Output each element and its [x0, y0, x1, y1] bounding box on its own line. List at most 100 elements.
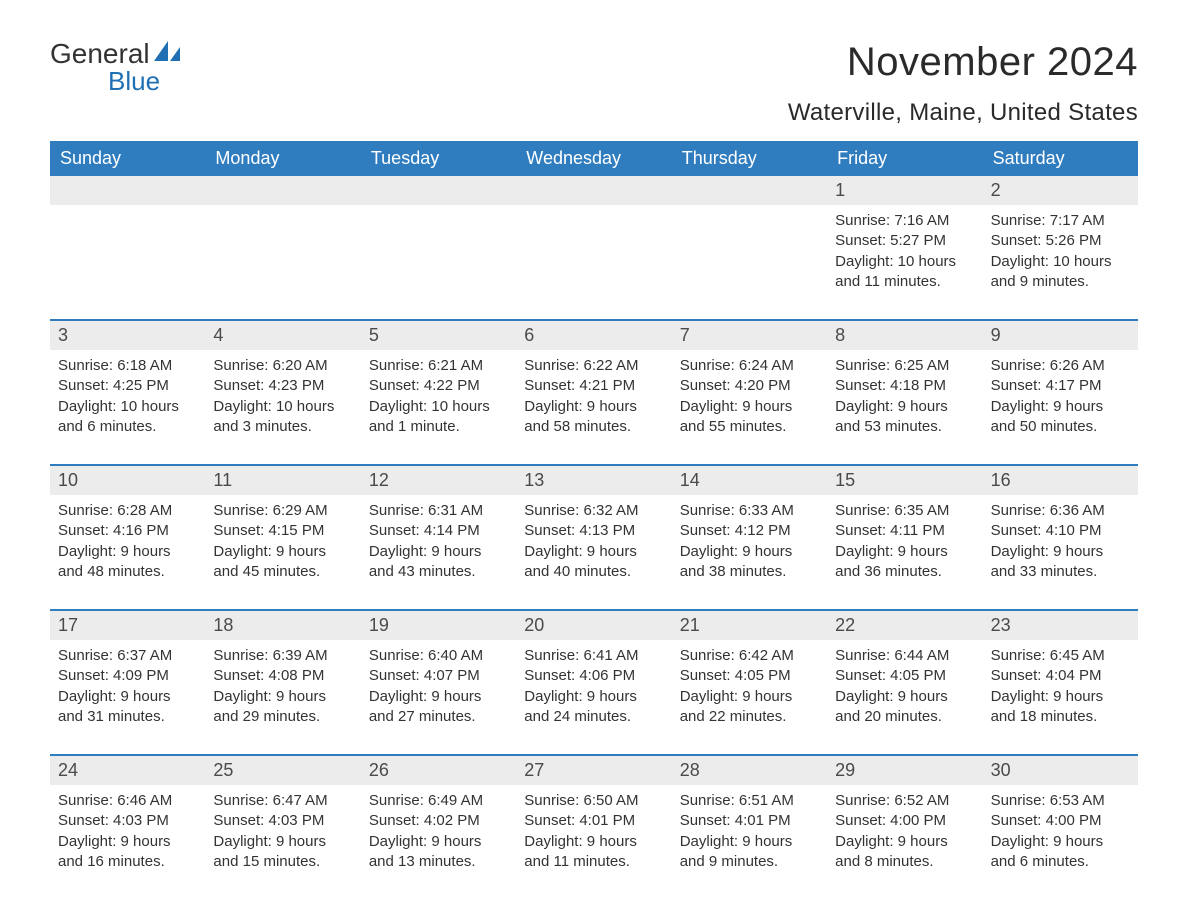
sunrise-line: Sunrise: 6:39 AM	[213, 646, 352, 666]
daylight-line: Daylight: 10 hours and 6 minutes.	[58, 397, 197, 438]
week: 12Sunrise: 7:16 AMSunset: 5:27 PMDayligh…	[50, 176, 1138, 309]
day-cell: Sunrise: 6:40 AMSunset: 4:07 PMDaylight:…	[361, 640, 516, 744]
sunset-line: Sunset: 4:01 PM	[524, 811, 663, 831]
week: 24252627282930Sunrise: 6:46 AMSunset: 4:…	[50, 754, 1138, 889]
sunset-line: Sunset: 4:03 PM	[213, 811, 352, 831]
daylight-line: Daylight: 9 hours and 20 minutes.	[835, 687, 974, 728]
day-number: 15	[827, 466, 982, 495]
daylight-line: Daylight: 9 hours and 50 minutes.	[991, 397, 1130, 438]
sunrise-line: Sunrise: 6:45 AM	[991, 646, 1130, 666]
week: 3456789Sunrise: 6:18 AMSunset: 4:25 PMDa…	[50, 319, 1138, 454]
day-cell: Sunrise: 6:32 AMSunset: 4:13 PMDaylight:…	[516, 495, 671, 599]
day-cell: Sunrise: 6:18 AMSunset: 4:25 PMDaylight:…	[50, 350, 205, 454]
day-cell: Sunrise: 6:50 AMSunset: 4:01 PMDaylight:…	[516, 785, 671, 889]
sunset-line: Sunset: 4:07 PM	[369, 666, 508, 686]
title-block: November 2024 Waterville, Maine, United …	[788, 40, 1138, 127]
sunrise-line: Sunrise: 6:32 AM	[524, 501, 663, 521]
logo: General Blue	[50, 40, 182, 94]
day-number: 13	[516, 466, 671, 495]
day-number: 14	[672, 466, 827, 495]
daylight-line: Daylight: 9 hours and 38 minutes.	[680, 542, 819, 583]
sunset-line: Sunset: 4:01 PM	[680, 811, 819, 831]
sunset-line: Sunset: 4:25 PM	[58, 376, 197, 396]
daylight-line: Daylight: 9 hours and 48 minutes.	[58, 542, 197, 583]
day-number: 21	[672, 611, 827, 640]
daylight-line: Daylight: 9 hours and 27 minutes.	[369, 687, 508, 728]
day-number: 27	[516, 756, 671, 785]
daylight-line: Daylight: 9 hours and 6 minutes.	[991, 832, 1130, 873]
day-number	[516, 176, 671, 205]
week: 10111213141516Sunrise: 6:28 AMSunset: 4:…	[50, 464, 1138, 599]
day-number: 24	[50, 756, 205, 785]
day-number: 6	[516, 321, 671, 350]
day-number: 16	[983, 466, 1138, 495]
sunset-line: Sunset: 4:02 PM	[369, 811, 508, 831]
sunrise-line: Sunrise: 6:50 AM	[524, 791, 663, 811]
daylight-line: Daylight: 9 hours and 9 minutes.	[680, 832, 819, 873]
day-number	[672, 176, 827, 205]
day-cell	[50, 205, 205, 309]
sunrise-line: Sunrise: 6:18 AM	[58, 356, 197, 376]
day-cell: Sunrise: 6:37 AMSunset: 4:09 PMDaylight:…	[50, 640, 205, 744]
sunset-line: Sunset: 4:13 PM	[524, 521, 663, 541]
sunset-line: Sunset: 4:22 PM	[369, 376, 508, 396]
day-cell: Sunrise: 6:28 AMSunset: 4:16 PMDaylight:…	[50, 495, 205, 599]
daynum-row: 17181920212223	[50, 611, 1138, 640]
day-number	[50, 176, 205, 205]
sunrise-line: Sunrise: 6:36 AM	[991, 501, 1130, 521]
day-number: 22	[827, 611, 982, 640]
day-number: 17	[50, 611, 205, 640]
day-number: 3	[50, 321, 205, 350]
day-number: 11	[205, 466, 360, 495]
sunrise-line: Sunrise: 6:22 AM	[524, 356, 663, 376]
sunrise-line: Sunrise: 6:31 AM	[369, 501, 508, 521]
sunrise-line: Sunrise: 6:25 AM	[835, 356, 974, 376]
day-number: 26	[361, 756, 516, 785]
day-cell: Sunrise: 6:47 AMSunset: 4:03 PMDaylight:…	[205, 785, 360, 889]
day-cell	[672, 205, 827, 309]
day-cell	[205, 205, 360, 309]
sunrise-line: Sunrise: 6:21 AM	[369, 356, 508, 376]
daylight-line: Daylight: 9 hours and 15 minutes.	[213, 832, 352, 873]
day-number: 25	[205, 756, 360, 785]
day-cell: Sunrise: 6:44 AMSunset: 4:05 PMDaylight:…	[827, 640, 982, 744]
sunrise-line: Sunrise: 6:33 AM	[680, 501, 819, 521]
logo-top: General	[50, 40, 182, 68]
daylight-line: Daylight: 9 hours and 58 minutes.	[524, 397, 663, 438]
sunset-line: Sunset: 4:00 PM	[991, 811, 1130, 831]
calendar: SundayMondayTuesdayWednesdayThursdayFrid…	[50, 141, 1138, 889]
sunset-line: Sunset: 4:23 PM	[213, 376, 352, 396]
daylight-line: Daylight: 9 hours and 36 minutes.	[835, 542, 974, 583]
sunset-line: Sunset: 4:21 PM	[524, 376, 663, 396]
dow-row: SundayMondayTuesdayWednesdayThursdayFrid…	[50, 141, 1138, 176]
day-number	[361, 176, 516, 205]
daylight-line: Daylight: 9 hours and 16 minutes.	[58, 832, 197, 873]
day-number: 7	[672, 321, 827, 350]
sunset-line: Sunset: 4:06 PM	[524, 666, 663, 686]
sunset-line: Sunset: 4:09 PM	[58, 666, 197, 686]
sunset-line: Sunset: 5:26 PM	[991, 231, 1130, 251]
sunset-line: Sunset: 4:12 PM	[680, 521, 819, 541]
daylight-line: Daylight: 9 hours and 33 minutes.	[991, 542, 1130, 583]
sunrise-line: Sunrise: 6:51 AM	[680, 791, 819, 811]
daylight-line: Daylight: 9 hours and 40 minutes.	[524, 542, 663, 583]
daylight-line: Daylight: 10 hours and 9 minutes.	[991, 252, 1130, 293]
sunrise-line: Sunrise: 7:16 AM	[835, 211, 974, 231]
sunrise-line: Sunrise: 6:53 AM	[991, 791, 1130, 811]
day-number	[205, 176, 360, 205]
sunrise-line: Sunrise: 6:42 AM	[680, 646, 819, 666]
daynum-row: 3456789	[50, 321, 1138, 350]
day-number: 9	[983, 321, 1138, 350]
sunset-line: Sunset: 4:00 PM	[835, 811, 974, 831]
sunrise-line: Sunrise: 6:35 AM	[835, 501, 974, 521]
day-cell: Sunrise: 6:29 AMSunset: 4:15 PMDaylight:…	[205, 495, 360, 599]
sunrise-line: Sunrise: 6:41 AM	[524, 646, 663, 666]
sunset-line: Sunset: 4:05 PM	[835, 666, 974, 686]
daylight-line: Daylight: 10 hours and 11 minutes.	[835, 252, 974, 293]
sunrise-line: Sunrise: 6:37 AM	[58, 646, 197, 666]
daynum-row: 10111213141516	[50, 466, 1138, 495]
weeks-container: 12Sunrise: 7:16 AMSunset: 5:27 PMDayligh…	[50, 176, 1138, 889]
sunrise-line: Sunrise: 6:28 AM	[58, 501, 197, 521]
sunrise-line: Sunrise: 6:52 AM	[835, 791, 974, 811]
day-number: 30	[983, 756, 1138, 785]
